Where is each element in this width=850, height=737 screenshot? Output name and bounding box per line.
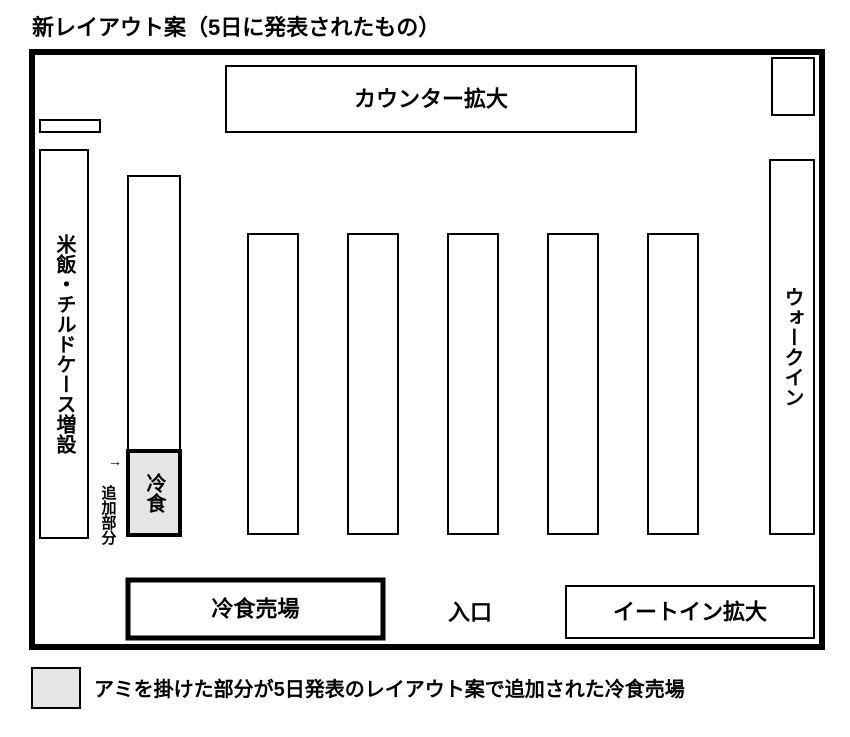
label-rice-chilled: 米飯・チルドケース増設 xyxy=(53,234,77,455)
box-shelf-3 xyxy=(448,234,498,534)
box-shelf-1 xyxy=(248,234,298,534)
label-walk-in: ウォークイン xyxy=(781,287,803,407)
freelabel-entrance: 入口 xyxy=(448,600,492,625)
label-reishoku-uriba: 冷食売場 xyxy=(211,597,299,622)
box-shelf-4 xyxy=(548,234,598,534)
legend-text: アミを掛けた部分が5日発表のレイアウト案で追加された冷食売場 xyxy=(94,677,685,701)
freelabel-tsuika-bubun: 追加部分 xyxy=(100,484,118,546)
freelabel-tsuika-arrow: → xyxy=(108,453,122,469)
label-eat-in: イートイン拡大 xyxy=(613,600,767,625)
box-top-left-notch xyxy=(40,120,100,132)
label-counter-expand: カウンター拡大 xyxy=(354,87,508,112)
box-tall-shelf xyxy=(128,176,180,451)
diagram-title: 新レイアウト案（5日に発表されたもの） xyxy=(32,15,440,40)
floor-plan-diagram: 新レイアウト案（5日に発表されたもの） カウンター拡大米飯・チルドケース増設冷食 ウ… xyxy=(0,0,850,732)
legend-swatch xyxy=(32,668,80,708)
box-shelf-5 xyxy=(648,234,698,534)
box-top-right-notch xyxy=(772,58,814,115)
box-shelf-2 xyxy=(348,234,398,534)
label-reishoku-add: 冷食 xyxy=(143,472,166,514)
